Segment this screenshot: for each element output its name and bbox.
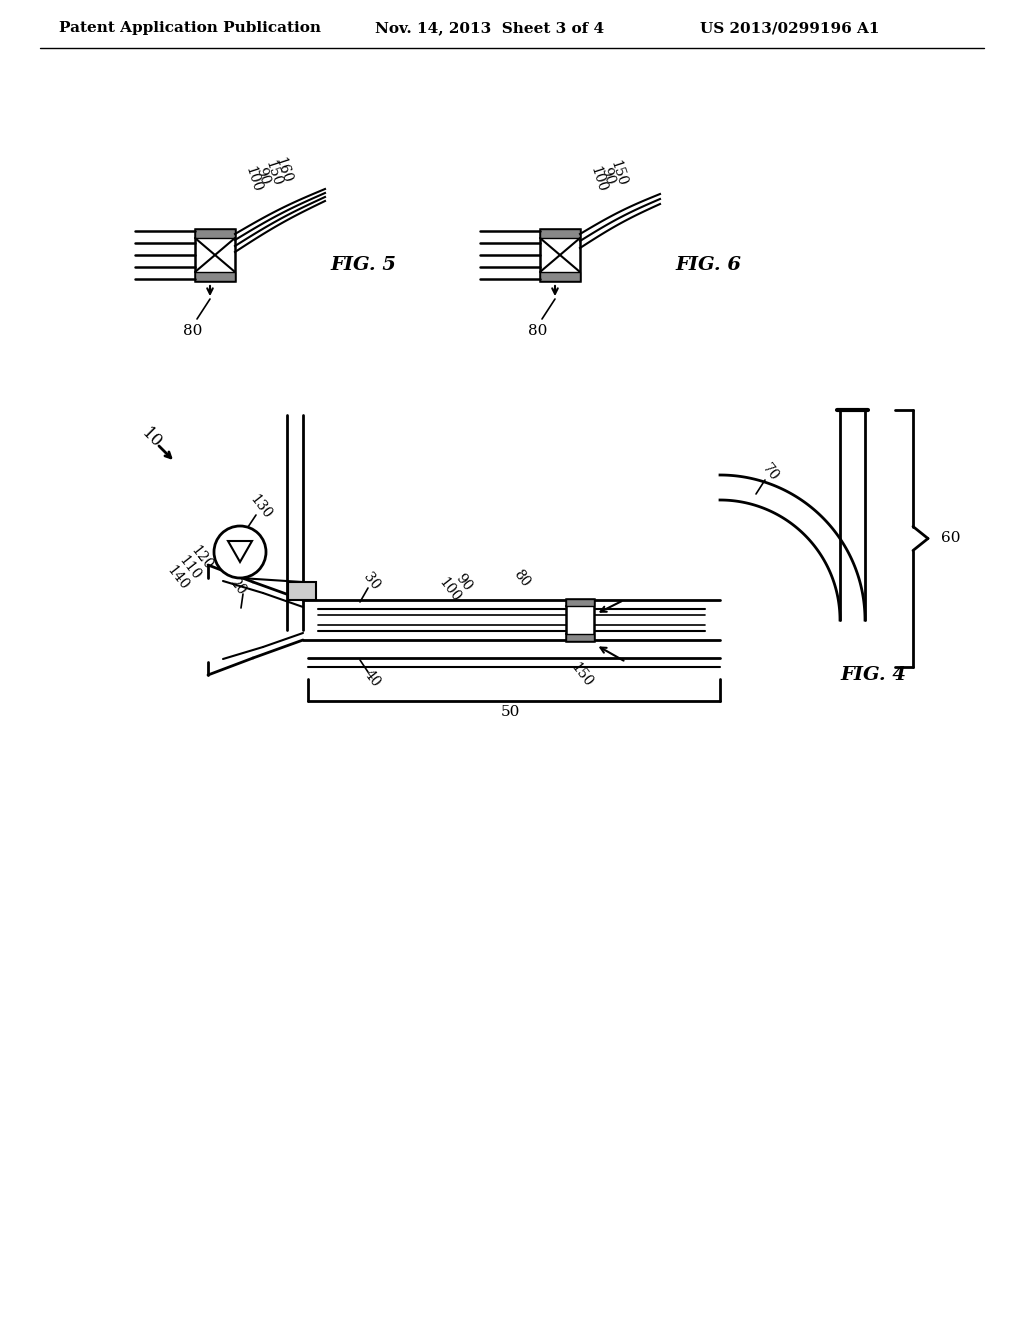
Bar: [288, 582, 316, 601]
Text: 140: 140: [164, 564, 191, 593]
Text: 40: 40: [361, 667, 383, 689]
Text: 80: 80: [528, 323, 548, 338]
Text: 90: 90: [599, 165, 617, 186]
Bar: [540, 272, 580, 281]
Text: Nov. 14, 2013  Sheet 3 of 4: Nov. 14, 2013 Sheet 3 of 4: [376, 21, 604, 36]
Text: 60: 60: [941, 532, 961, 545]
Text: FIG. 4: FIG. 4: [840, 667, 906, 684]
Text: 20: 20: [227, 574, 249, 597]
Text: 150: 150: [262, 158, 284, 187]
Text: 160: 160: [272, 156, 294, 185]
Text: Patent Application Publication: Patent Application Publication: [59, 21, 321, 36]
Text: 150: 150: [568, 660, 596, 690]
Bar: [566, 599, 594, 606]
Text: 130: 130: [248, 492, 274, 521]
Text: 110: 110: [176, 553, 204, 582]
Bar: [540, 228, 580, 238]
Text: 100: 100: [243, 164, 264, 194]
Text: 70: 70: [759, 461, 781, 483]
Bar: [540, 228, 580, 281]
Text: 80: 80: [183, 323, 203, 338]
Text: 10: 10: [138, 425, 166, 451]
Text: 100: 100: [588, 164, 608, 194]
Text: 120: 120: [188, 544, 216, 573]
Text: 90: 90: [453, 570, 475, 593]
Text: 50: 50: [501, 705, 520, 719]
Bar: [566, 599, 594, 642]
Text: 150: 150: [607, 158, 629, 187]
Text: FIG. 6: FIG. 6: [675, 256, 741, 275]
Text: 100: 100: [436, 576, 464, 605]
Text: 30: 30: [361, 570, 383, 593]
Text: US 2013/0299196 A1: US 2013/0299196 A1: [700, 21, 880, 36]
Text: 90: 90: [254, 165, 272, 186]
Bar: [195, 228, 234, 281]
Circle shape: [214, 525, 266, 578]
Text: FIG. 5: FIG. 5: [330, 256, 396, 275]
Bar: [195, 272, 234, 281]
Bar: [566, 634, 594, 642]
Bar: [195, 228, 234, 238]
Text: 80: 80: [511, 566, 532, 589]
